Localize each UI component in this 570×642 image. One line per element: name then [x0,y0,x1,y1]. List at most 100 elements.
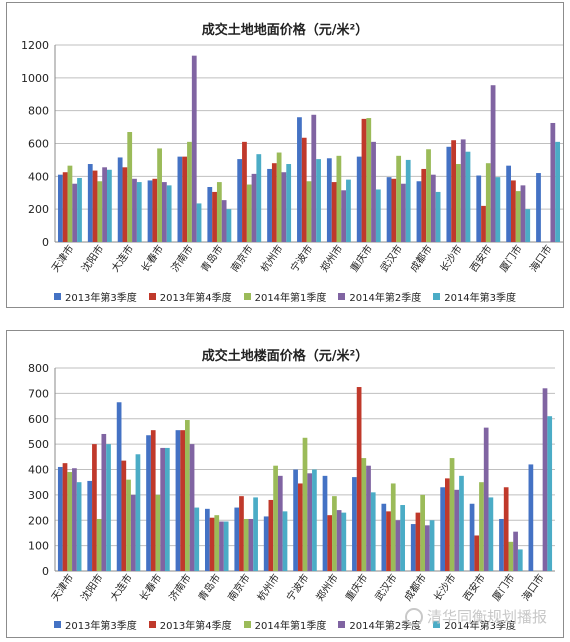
y-tick-label: 200 [28,203,49,216]
legend-label: 2014年第3季度 [444,293,517,304]
bar-重庆市-2014年第2季度 [371,141,376,242]
bar-厦门市-2014年第2季度 [513,531,518,571]
bar-济南市-2014年第3季度 [196,203,202,242]
bar-宁波市-2013年第3季度 [293,469,298,571]
bar-重庆市-2014年第1季度 [366,118,372,242]
bar-青岛市-2013年第4季度 [209,517,215,571]
bar-长沙市-2013年第4季度 [445,478,450,571]
x-tick-label: 郑州市 [313,571,341,603]
bar-西安市-2014年第2季度 [490,85,496,243]
bar-杭州市-2013年第3季度 [267,168,272,242]
legend-swatch [148,293,156,300]
bar-天津市-2014年第1季度 [67,472,73,571]
bar-长春市-2014年第1季度 [155,494,161,571]
bar-长沙市-2014年第3季度 [465,151,471,242]
bar-西安市-2013年第4季度 [481,205,486,242]
bar-郑州市-2014年第1季度 [336,155,342,242]
bar-武汉市-2013年第4季度 [391,178,397,242]
bar-重庆市-2014年第2季度 [366,465,371,571]
bar-重庆市-2014年第3季度 [370,492,376,571]
bar-青岛市-2014年第1季度 [214,515,220,571]
legend-swatch [148,621,156,628]
bar-成都市-2013年第3季度 [410,524,416,571]
bar-青岛市-2013年第3季度 [205,508,210,571]
bar-厦门市-2013年第4季度 [511,180,516,242]
x-tick-label: 宁波市 [288,242,316,274]
bar-海口市-2013年第3季度 [536,173,541,242]
bar-杭州市-2013年第4季度 [268,499,274,571]
y-tick-label: 200 [28,514,49,527]
bar-杭州市-2014年第2季度 [277,475,283,571]
legend-swatch [433,293,441,300]
bar-西安市-2013年第4季度 [474,535,480,571]
bar-宁波市-2013年第3季度 [297,117,302,242]
x-tick-label: 沈阳市 [78,571,106,603]
bar-沈阳市-2014年第3季度 [106,444,111,571]
bar-重庆市-2013年第4季度 [361,118,367,242]
legend-swatch [53,621,61,628]
bar-天津市-2014年第3季度 [76,482,82,571]
x-tick-label: 海口市 [519,571,547,603]
legend-label: 2013年第4季度 [159,621,232,632]
x-tick-label: 西安市 [467,242,495,274]
bar-成都市-2014年第1季度 [426,149,431,242]
bar-济南市-2013年第3季度 [177,156,183,242]
bar-郑州市-2013年第4季度 [327,515,333,571]
bar-长春市-2013年第4季度 [150,430,156,571]
bar-青岛市-2013年第4季度 [212,191,217,242]
bar-南京市-2014年第3季度 [256,154,262,242]
bar-宁波市-2014年第2季度 [311,114,317,242]
bar-郑州市-2014年第3季度 [346,179,351,242]
x-tick-label: 济南市 [168,242,196,274]
legend-swatch [433,621,441,628]
x-tick-label: 西安市 [460,571,488,603]
bar-沈阳市-2014年第2季度 [101,433,107,571]
bar-成都市-2014年第2季度 [430,174,436,242]
bar-重庆市-2013年第4季度 [356,387,362,571]
bar-宁波市-2013年第4季度 [301,137,307,242]
bar-天津市-2013年第4季度 [62,172,68,242]
chart-title: 成交土地楼面价格（元/米²） [201,349,369,364]
bar-郑州市-2013年第3季度 [326,158,332,242]
bar-沈阳市-2014年第3季度 [106,169,112,242]
bar-天津市-2014年第2季度 [72,183,78,242]
bar-成都市-2014年第1季度 [420,494,425,571]
bar-海口市-2014年第2季度 [550,122,556,242]
bar-西安市-2014年第3季度 [495,177,501,242]
bar-天津市-2014年第3季度 [77,177,82,242]
bar-西安市-2013年第3季度 [469,503,475,571]
y-tick-label: 800 [28,105,49,118]
bar-厦门市-2014年第1季度 [515,191,521,242]
floor-price-chart-panel: 成交土地楼面价格（元/米²） 0 100 200 300 400 500 600 700 800… [6,330,564,638]
bar-济南市-2014年第1季度 [185,420,190,571]
x-tick-label: 南京市 [228,242,256,274]
bar-天津市-2013年第3季度 [57,466,63,571]
bar-济南市-2014年第1季度 [187,141,192,242]
bar-长春市-2013年第4季度 [152,178,158,242]
bar-杭州市-2014年第3季度 [282,511,288,571]
bar-长春市-2013年第3季度 [146,435,151,571]
chart-title: 成交土地地面价格（元/米²） [201,23,369,38]
watermark: 清华同衡规划播报 [404,606,547,627]
bar-济南市-2013年第3季度 [175,430,181,571]
legend-label: 2014年第3季度 [444,621,517,632]
x-tick-label: 长沙市 [437,242,465,274]
x-tick-label: 重庆市 [342,571,370,603]
y-tick-label: 700 [28,387,49,400]
bar-武汉市-2013年第4季度 [386,511,391,571]
bar-长沙市-2014年第1季度 [449,458,455,571]
x-tick-label: 天津市 [48,571,76,603]
bar-郑州市-2013年第4季度 [331,182,337,242]
x-tick-label: 青岛市 [195,571,223,603]
bar-天津市-2014年第1季度 [67,165,73,242]
x-tick-label: 海口市 [527,242,555,274]
bar-成都市-2014年第2季度 [425,525,430,571]
x-tick-label: 大连市 [107,571,135,603]
bar-南京市-2014年第2季度 [248,518,254,571]
legend-label: 2014年第1季度 [254,621,327,632]
bar-西安市-2014年第2季度 [483,427,489,571]
bar-长春市-2013年第3季度 [147,180,153,242]
bar-长春市-2014年第2季度 [161,182,167,242]
bar-南京市-2013年第3季度 [234,507,240,571]
legend-item: 2014年第2季度 [338,289,421,304]
